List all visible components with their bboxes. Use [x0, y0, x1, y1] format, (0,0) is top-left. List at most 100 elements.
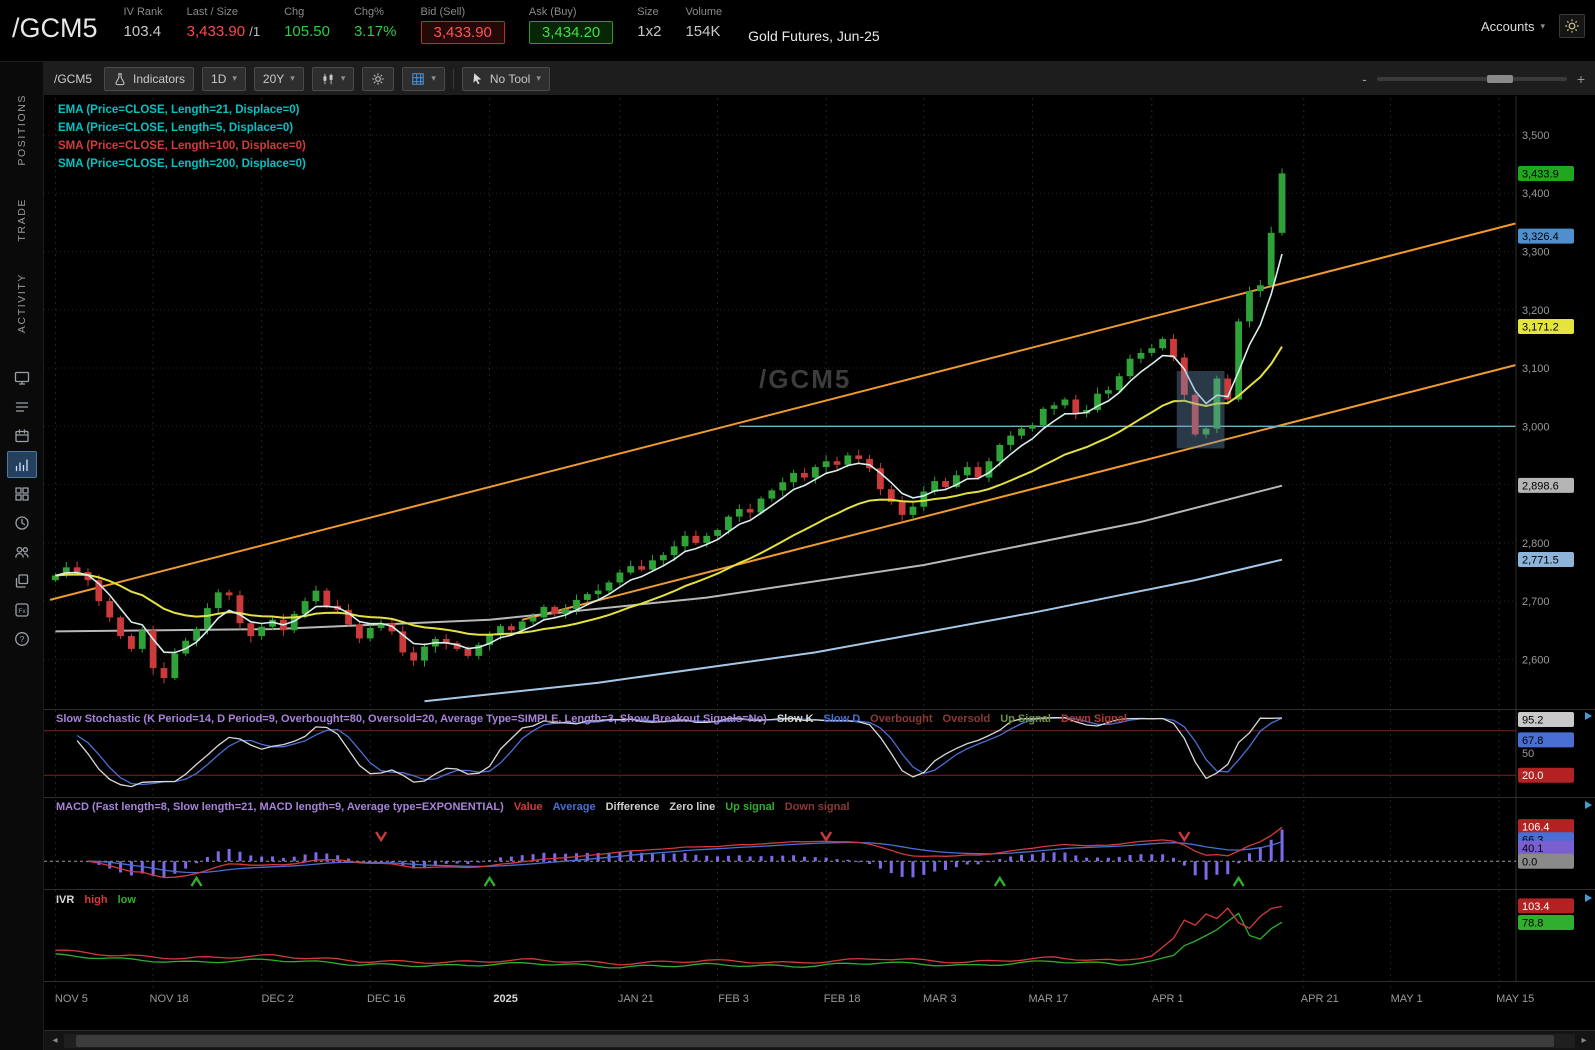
legend-item[interactable]: Zero line	[669, 801, 716, 813]
drawing-tool-dropdown[interactable]: No Tool ▾	[461, 66, 550, 91]
legend-item[interactable]: low	[117, 894, 136, 906]
svg-text:3,171.2: 3,171.2	[1522, 322, 1559, 334]
app-body: POSITIONS TRADE ACTIVITY	[0, 62, 1595, 1050]
legend-item[interactable]: high	[84, 894, 108, 906]
ma-lines	[55, 253, 1283, 654]
price-chart[interactable]: /GCM5 3,5003,4003,3003,2003,1003,0002,900…	[44, 96, 1595, 1030]
panel-separators	[44, 96, 1595, 982]
grid-layout-dropdown[interactable]: ▾	[402, 66, 445, 91]
legend-item[interactable]: Overbought	[870, 713, 933, 725]
bid-button[interactable]: 3,433.90	[420, 21, 505, 44]
size-label: Size	[637, 6, 659, 18]
chevron-down-icon: ▾	[1540, 20, 1545, 31]
indicators-button[interactable]: Indicators	[104, 66, 195, 91]
layers-icon[interactable]	[7, 567, 37, 594]
scrollbar-track[interactable]	[64, 1033, 1575, 1048]
range-dropdown[interactable]: 20Y ▾	[253, 66, 304, 91]
watermark: /GCM5	[759, 364, 849, 394]
chg-label: Chg	[284, 6, 305, 18]
instrument-description: Gold Futures, Jun-25	[748, 27, 880, 44]
sidebar-tab-trade[interactable]: TRADE	[15, 197, 28, 242]
scrollbar-thumb[interactable]	[76, 1034, 1554, 1047]
legend-item[interactable]: Up Signal	[1000, 713, 1051, 725]
svg-text:2,800: 2,800	[1522, 538, 1550, 550]
chart-area: EMA (Price=CLOSE, Length=21, Displace=0)…	[44, 96, 1595, 1030]
legend-item[interactable]: Up signal	[725, 801, 775, 813]
svg-text:FEB 18: FEB 18	[824, 993, 861, 1005]
help-icon[interactable]: ?	[7, 625, 37, 652]
legend-item[interactable]: EMA (Price=CLOSE, Length=5, Displace=0)	[58, 122, 294, 134]
legend-item[interactable]: IVR	[56, 894, 75, 906]
timeframe-dropdown[interactable]: 1D ▾	[202, 66, 246, 91]
legend-item[interactable]: EMA (Price=CLOSE, Length=21, Displace=0)	[58, 104, 300, 116]
sidebar-tab-activity[interactable]: ACTIVITY	[15, 273, 28, 334]
legend-item[interactable]: MACD (Fast length=8, Slow length=21, MAC…	[56, 801, 504, 813]
zoom-slider-thumb[interactable]	[1487, 74, 1513, 83]
users-icon[interactable]	[7, 538, 37, 565]
legend-item[interactable]: Difference	[605, 801, 660, 813]
app-settings-button[interactable]	[1559, 14, 1585, 38]
sun-icon	[1565, 19, 1579, 33]
chart-icon[interactable]	[6, 451, 37, 479]
zoom-in-button[interactable]: +	[1576, 70, 1585, 87]
legend-item[interactable]: SMA (Price=CLOSE, Length=100, Displace=0…	[58, 140, 306, 152]
selection-box	[1176, 370, 1225, 449]
zoom-slider[interactable]	[1376, 74, 1567, 83]
legend-item[interactable]: Value	[513, 801, 543, 813]
svg-text:NOV 18: NOV 18	[150, 993, 189, 1005]
last-value: 3,433.90 /1	[186, 23, 261, 40]
chevron-down-icon: ▾	[340, 73, 346, 83]
scroll-right-icon[interactable]: ▸	[1581, 1035, 1587, 1046]
dashboard-icon[interactable]	[7, 480, 37, 507]
panel-expand-icon[interactable]	[1585, 894, 1592, 902]
bid-field: Bid (Sell) 3,433.90	[420, 6, 505, 44]
calendar-icon[interactable]	[7, 422, 37, 449]
svg-text:78.8: 78.8	[1522, 918, 1543, 930]
legend-item[interactable]: Slow K	[776, 713, 814, 725]
toolbar-symbol[interactable]: /GCM5	[54, 71, 93, 86]
legend-item[interactable]: Slow Stochastic (K Period=14, D Period=9…	[56, 713, 767, 725]
svg-text:2,898.6: 2,898.6	[1522, 480, 1559, 492]
legend-item[interactable]: Slow D	[823, 713, 861, 725]
chg-pct-label: Chg%	[353, 6, 384, 18]
chart-settings-button[interactable]	[362, 66, 395, 91]
macd-legend: MACD (Fast length=8, Slow length=21, MAC…	[56, 801, 850, 813]
fx-icon[interactable]: Fx	[7, 596, 37, 623]
time-scrollbar[interactable]: ◂ ▸	[44, 1030, 1595, 1050]
panel-expand-icon[interactable]	[1585, 801, 1592, 809]
chart-main: /GCM5 Indicators 1D ▾ 20Y ▾ ▾	[44, 62, 1595, 1050]
panel-expand-icon[interactable]	[1585, 712, 1592, 720]
candlestick-icon	[323, 73, 333, 84]
legend-item[interactable]: Oversold	[942, 713, 991, 725]
legend-item[interactable]: Down Signal	[1060, 713, 1127, 725]
chg-value: 105.50	[284, 23, 330, 40]
legend-item[interactable]: Down signal	[784, 801, 850, 813]
zoom-out-button[interactable]: -	[1362, 70, 1367, 87]
ask-button[interactable]: 3,434.20	[528, 21, 614, 44]
monitor-icon[interactable]	[7, 364, 37, 391]
volume-value: 154K	[685, 23, 721, 40]
price-axis: 3,5003,4003,3003,2003,1003,0002,9002,800…	[1518, 130, 1574, 666]
chart-style-dropdown[interactable]: ▾	[311, 66, 355, 91]
chevron-down-icon: ▾	[431, 73, 436, 83]
watchlist-icon[interactable]	[7, 393, 37, 420]
svg-text:DEC 2: DEC 2	[261, 993, 293, 1005]
left-sidebar: POSITIONS TRADE ACTIVITY	[0, 62, 44, 1050]
volume-field: Volume 154K	[685, 6, 722, 40]
svg-text:3,500: 3,500	[1522, 130, 1550, 142]
svg-text:3,326.4: 3,326.4	[1522, 231, 1559, 243]
volume-label: Volume	[685, 6, 723, 18]
svg-text:APR 21: APR 21	[1301, 993, 1339, 1005]
legend-item[interactable]: SMA (Price=CLOSE, Length=200, Displace=0…	[58, 158, 306, 170]
accounts-menu[interactable]: Accounts ▾	[1481, 19, 1545, 34]
last-label: Last / Size	[186, 6, 239, 18]
clock-icon[interactable]	[7, 509, 37, 536]
legend-item[interactable]: Average	[552, 801, 596, 813]
svg-text:103.4: 103.4	[1522, 901, 1550, 913]
scroll-left-icon[interactable]: ◂	[52, 1035, 58, 1046]
sidebar-tab-positions[interactable]: POSITIONS	[15, 94, 28, 166]
symbol-title[interactable]: /GCM5	[12, 13, 98, 43]
svg-text:106.4: 106.4	[1522, 822, 1550, 834]
quote-header: /GCM5 IV Rank 103.4 Last / Size 3,433.90…	[0, 0, 1595, 62]
svg-text:40.1: 40.1	[1522, 843, 1543, 855]
